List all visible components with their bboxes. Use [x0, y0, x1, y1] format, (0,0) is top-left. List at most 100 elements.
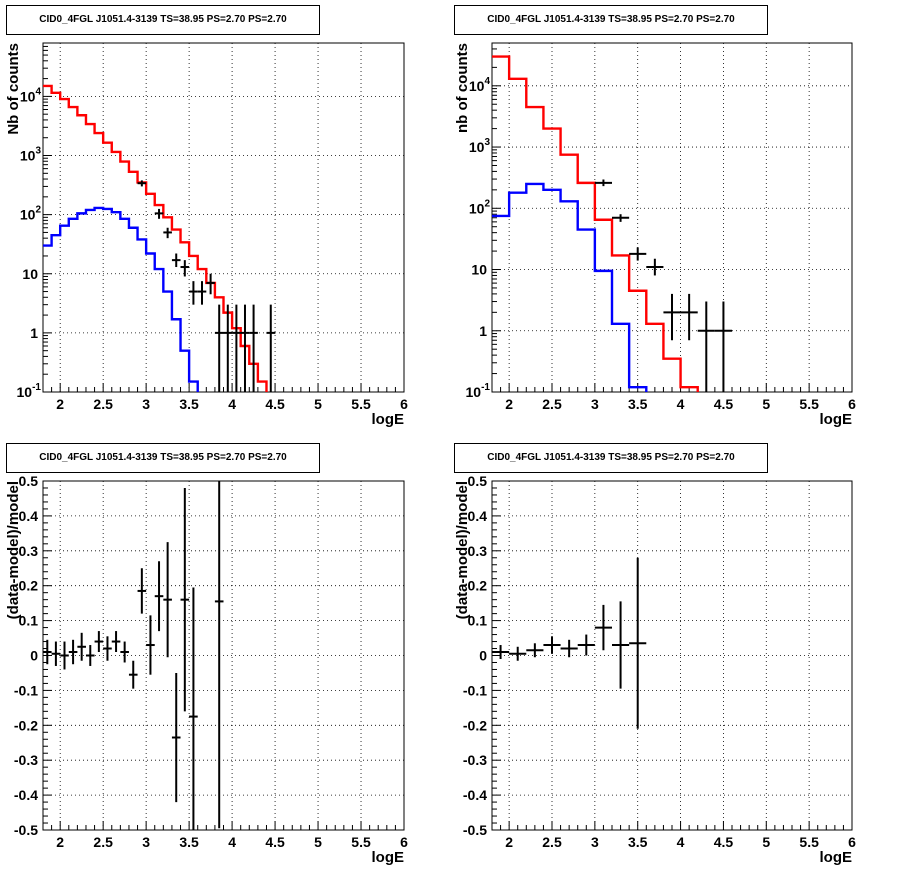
x-axis-label: logE	[820, 411, 853, 428]
x-axis-label: logE	[372, 411, 405, 428]
x-tick-label: 3	[142, 834, 150, 850]
residual-point	[94, 631, 104, 653]
chart-title-3: CID0_4FGL J1051.4-3139 TS=38.95 PS=2.70 …	[6, 443, 320, 473]
residual-point	[163, 542, 172, 658]
data-point	[612, 214, 630, 222]
y-tick-label: -0.1	[14, 682, 38, 698]
x-tick-label: 5.5	[351, 834, 371, 850]
x-tick-label: 3.5	[179, 834, 199, 850]
x-tick-label: 2	[505, 396, 513, 412]
plot-content	[43, 481, 224, 830]
y-tick-label: -0.2	[463, 717, 487, 733]
residual-point	[85, 645, 95, 666]
x-tick-label: 5.5	[799, 396, 819, 412]
y-tick-label: 103	[469, 137, 491, 155]
residual-point	[171, 672, 181, 803]
y-tick-label: 0.1	[19, 613, 39, 629]
plot-content	[43, 84, 276, 392]
data-point	[697, 301, 715, 392]
residual-point	[43, 639, 52, 665]
y-axis-label: (data-model)/model	[454, 481, 471, 619]
y-tick-label: 104	[20, 86, 42, 104]
data-point	[189, 281, 198, 305]
x-tick-label: 5	[762, 396, 770, 412]
x-tick-label: 3.5	[179, 396, 199, 412]
x-tick-label: 3.5	[628, 396, 648, 412]
x-tick-label: 5	[314, 396, 322, 412]
residual-point	[543, 636, 561, 654]
residual-point	[51, 641, 61, 666]
source-model-histogram	[43, 206, 199, 392]
data-point	[206, 273, 215, 295]
x-tick-label: 5.5	[799, 834, 819, 850]
y-tick-label: 1	[30, 325, 38, 341]
x-tick-label: 3	[142, 396, 150, 412]
x-tick-label: 5	[314, 834, 322, 850]
total-model-histogram	[43, 84, 268, 392]
y-tick-label: -0.5	[463, 822, 487, 838]
y-tick-label: -0.3	[14, 752, 38, 768]
y-tick-label: 1	[479, 323, 487, 339]
y-tick-label: -0.1	[463, 682, 487, 698]
residual-point	[189, 587, 198, 830]
chart-panel-4: 2 2.5 3 3.5 4 4.5 5 5.5 6 -0.5 -0.4 -0.3 -0.2 -0.1 0 0.…	[454, 473, 856, 866]
residual-point	[120, 641, 129, 663]
residual-point	[68, 639, 78, 665]
data-point	[171, 253, 181, 268]
x-tick-label: 6	[400, 834, 408, 850]
x-tick-label: 6	[848, 396, 856, 412]
residual-point	[560, 639, 578, 658]
residual-point	[612, 601, 630, 689]
y-tick-label: 10	[22, 266, 38, 282]
x-tick-label: 3.5	[628, 834, 648, 850]
data-point	[232, 304, 241, 392]
y-tick-label: 102	[469, 198, 491, 216]
x-tick-label: 5	[762, 834, 770, 850]
data-point	[646, 258, 664, 276]
x-tick-label: 2.5	[542, 396, 562, 412]
x-tick-label: 2	[505, 834, 513, 850]
residual-point	[103, 636, 112, 661]
data-point	[163, 227, 172, 239]
residual-point	[137, 568, 147, 614]
x-tick-label: 4.5	[714, 396, 734, 412]
y-tick-label: 0.3	[468, 543, 488, 559]
residual-point	[594, 604, 612, 651]
residual-point	[60, 641, 69, 670]
data-point	[629, 247, 647, 261]
y-tick-label: 0.2	[19, 578, 39, 594]
x-tick-label: 2.5	[93, 396, 113, 412]
y-axis-label: Nb of counts	[5, 43, 22, 135]
residual-point	[629, 557, 647, 729]
chart-title-1: CID0_4FGL J1051.4-3139 TS=38.95 PS=2.70 …	[6, 5, 320, 35]
data-point	[154, 208, 164, 219]
y-tick-label: 0.3	[19, 543, 39, 559]
y-tick-label: -0.4	[463, 787, 487, 803]
x-tick-label: 4	[228, 834, 236, 850]
x-axis-label: logE	[820, 849, 853, 866]
residual-point	[146, 615, 155, 675]
y-tick-label: 0.1	[468, 613, 488, 629]
residual-point	[128, 660, 138, 689]
data-point	[197, 281, 207, 305]
y-axis-label: nb of counts	[454, 43, 471, 133]
x-tick-label: 4	[677, 396, 685, 412]
y-tick-label: 10	[471, 262, 487, 278]
x-tick-label: 5.5	[351, 396, 371, 412]
x-axis-label: logE	[372, 849, 405, 866]
residual-point	[492, 645, 510, 659]
y-tick-label: -0.3	[463, 752, 487, 768]
y-tick-label: 0.5	[468, 473, 488, 489]
chart-title-4: CID0_4FGL J1051.4-3139 TS=38.95 PS=2.70 …	[454, 443, 768, 473]
y-tick-label: 0.4	[468, 508, 488, 524]
data-point	[680, 293, 698, 341]
y-tick-label: -0.5	[14, 822, 38, 838]
source-model-histogram	[492, 182, 648, 392]
data-point	[223, 304, 233, 392]
residual-point	[180, 487, 190, 712]
chart-panel-2: 2 2.5 3 3.5 4 4.5 5 5.5 6 10-1 1 10 102 103 104 logE nb …	[454, 42, 856, 428]
residual-point	[111, 631, 121, 653]
y-tick-label: 0	[479, 648, 487, 664]
x-tick-label: 6	[848, 834, 856, 850]
